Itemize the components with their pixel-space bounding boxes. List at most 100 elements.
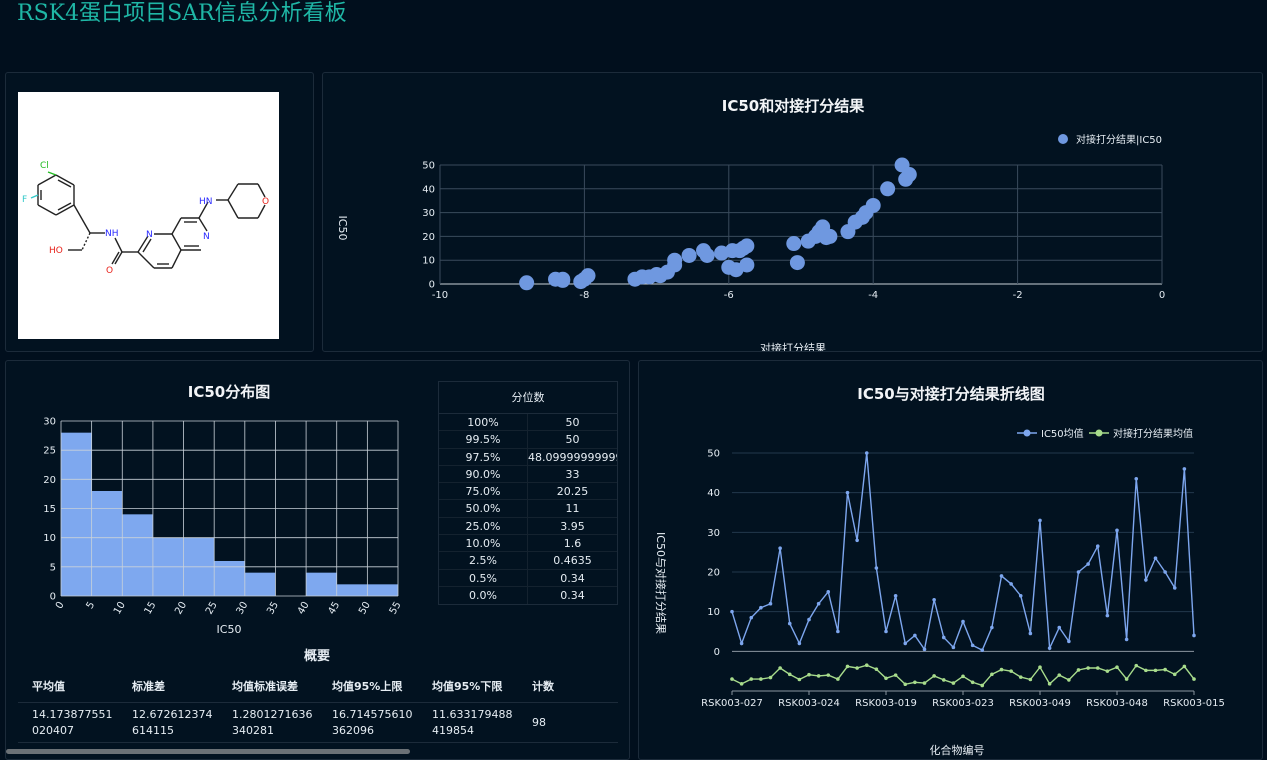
line-series-1-point[interactable] [1018,675,1023,679]
line-series-1-point[interactable] [951,681,956,685]
line-series-1-point[interactable] [864,663,869,668]
line-series-0-point[interactable] [1028,631,1033,636]
line-series-1-point[interactable] [1134,663,1139,668]
line-series-0-point[interactable] [768,601,773,606]
line-series-1-point[interactable] [893,673,898,677]
line-series-1-point[interactable] [1086,666,1090,670]
line-series-0-point[interactable] [951,645,956,650]
histogram-bar[interactable] [91,491,123,596]
line-series-0-point[interactable] [1047,646,1052,650]
line-series-1-point[interactable] [1182,664,1187,669]
line-series-1-point[interactable] [990,672,994,677]
line-series-0-point[interactable] [913,633,917,638]
line-series-1-point[interactable] [1163,667,1167,672]
line-series-1-point[interactable] [1144,668,1148,673]
line-series-1-point[interactable] [1153,668,1158,673]
line-series-1-point[interactable] [1009,669,1013,673]
line-series-1-point[interactable] [778,666,782,670]
line-series-0-point[interactable] [730,609,734,614]
line-series-0-point[interactable] [874,566,879,570]
line-series-1-point[interactable] [874,667,879,671]
histogram-bar[interactable] [122,514,153,596]
line-series-1-point[interactable] [941,678,946,682]
line-series-0-point[interactable] [990,625,994,630]
line-series-0-point[interactable] [1124,637,1129,642]
line-series-0-point[interactable] [1172,586,1177,590]
line-series-0-point[interactable] [932,597,936,602]
line-series-0-point[interactable] [816,601,821,606]
line-series-0-point[interactable] [739,641,744,646]
scatter-point[interactable] [880,181,896,197]
scatter-point[interactable] [519,275,535,291]
scatter-point[interactable] [789,255,805,271]
line-series-1-point[interactable] [1067,678,1071,682]
line-series-1-point[interactable] [1172,672,1177,677]
scatter-point[interactable] [667,252,683,268]
line-series-0-point[interactable] [1057,625,1062,630]
line-series-1-point[interactable] [1076,668,1081,672]
line-series-0-point[interactable] [797,641,802,646]
line-series-0-point[interactable] [1076,570,1081,574]
line-series-0-point[interactable] [826,590,831,594]
line-series-1-point[interactable] [1124,677,1129,681]
line-series-0-point[interactable] [1163,570,1167,574]
line-series-0-point[interactable] [1009,582,1013,586]
line-series-1-point[interactable] [855,666,859,670]
line-series-0-point[interactable] [1086,562,1090,566]
line-series-0-point[interactable] [1105,613,1110,618]
histogram-bar[interactable] [367,584,398,596]
line-series-0-point[interactable] [1153,556,1158,560]
line-series-0-point[interactable] [1134,476,1139,481]
scatter-point[interactable] [865,197,881,213]
line-series-1-point[interactable] [1105,669,1110,673]
line-legend[interactable]: IC50均值 对接打分结果均值 [1017,427,1193,440]
line-series-1-point[interactable] [932,674,936,678]
line-series-1-point[interactable] [826,673,831,677]
line-series-1-point[interactable] [999,667,1004,672]
line-series-0-point[interactable] [836,629,840,634]
scatter-point[interactable] [555,272,571,288]
line-series-0-point[interactable] [787,621,792,626]
line-series-1-point[interactable] [903,682,908,687]
histogram-bar[interactable] [336,584,368,596]
scatter-point[interactable] [822,228,838,244]
line-series-0-point[interactable] [1115,528,1119,533]
line-series-1-point[interactable] [913,680,917,685]
line-series-0-point[interactable] [1067,639,1071,644]
scatter-point[interactable] [786,236,802,252]
line-series-1-point[interactable] [884,676,888,681]
histogram-bar[interactable] [214,561,245,596]
scatter-point[interactable] [580,268,596,284]
line-series-1-point[interactable] [759,677,763,681]
line-series-0-point[interactable] [893,594,898,598]
line-series-0-point[interactable] [1018,594,1023,598]
line-series-1-point[interactable] [807,672,811,677]
line-series-1-point[interactable] [1115,665,1119,669]
line-series-1-point[interactable] [749,677,754,681]
histogram-bar[interactable] [306,572,337,596]
line-series-1-point[interactable] [768,675,773,680]
line-series-1-point[interactable] [1057,673,1062,677]
line-series-0-point[interactable] [1144,578,1148,582]
line-series-0-point[interactable] [961,619,965,624]
line-series-0-point[interactable] [855,538,859,543]
line-series-0-point[interactable] [980,648,985,652]
scatter-point[interactable] [901,167,917,183]
line-series-0-point[interactable] [864,451,869,455]
line-series-0-point[interactable] [999,574,1004,578]
line-series-1-point[interactable] [1038,665,1042,669]
line-series-0-point[interactable] [941,635,946,640]
line-series-1-point[interactable] [845,664,850,669]
line-series-0-point[interactable] [903,641,908,646]
histogram-bar[interactable] [61,432,92,596]
line-series-1-point[interactable] [1192,677,1196,681]
line-series-0-point[interactable] [970,643,975,648]
line-series-0-point[interactable] [845,490,850,495]
line-series-1-point[interactable] [787,672,792,677]
line-series-1-point[interactable] [816,674,821,678]
horizontal-scrollbar[interactable] [6,749,410,754]
line-series-0-point[interactable] [1192,633,1196,638]
line-series-1-point[interactable] [1047,682,1052,686]
line-series-1-point[interactable] [961,674,965,679]
histogram-bar[interactable] [244,572,276,596]
